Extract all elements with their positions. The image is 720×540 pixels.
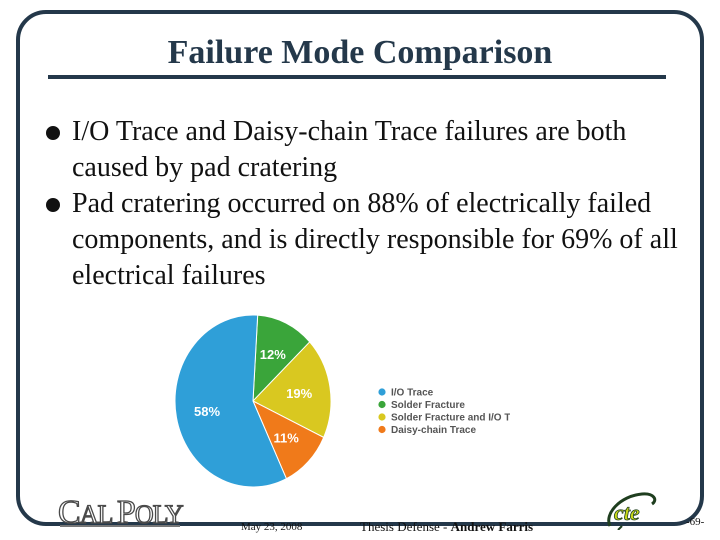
pie-data-label: 19% <box>286 386 312 401</box>
legend-marker <box>378 400 386 409</box>
footer-credit: Thesis Defense - Andrew Farris <box>360 519 534 534</box>
legend-marker <box>378 425 386 434</box>
footer-date: May 23, 2008 <box>241 521 303 533</box>
legend-marker <box>378 413 386 421</box>
title-underline <box>48 75 666 79</box>
legend-entry: Daisy-chain Trace <box>391 425 476 436</box>
pie-data-label: 11% <box>274 430 300 445</box>
cal-poly-logo: CAL POLY <box>57 493 184 531</box>
legend-entry: Solder Fracture <box>391 400 465 411</box>
logo-underline <box>60 525 180 527</box>
bullet-text: I/O Trace and Daisy-chain Trace failures… <box>72 116 627 183</box>
bullet-item: I/O Trace and Daisy-chain Trace failures… <box>46 114 686 186</box>
pie-data-label: 58% <box>194 404 220 419</box>
page-number: -69- <box>686 516 705 528</box>
bullet-dot-icon <box>46 198 60 212</box>
pie-slice-i-o-trace <box>174 314 288 488</box>
pie-slice-solder-fracture <box>252 314 311 403</box>
pie-data-label: 12% <box>260 347 286 362</box>
legend-entry: I/O Trace <box>391 388 434 399</box>
bullet-text: Pad cratering occurred on 88% of electri… <box>72 188 678 291</box>
bullet-dot-icon <box>46 126 60 140</box>
svg-text:cte: cte <box>614 500 640 525</box>
legend-entry: Solder Fracture and I/O Trace <box>391 413 510 424</box>
cte-logo-icon: cte <box>607 492 657 530</box>
legend-marker <box>378 388 386 396</box>
pie-slice-solder-fracture-and-i-o-trace <box>252 341 332 439</box>
slide-title: Failure Mode Comparison <box>167 34 553 71</box>
slide-frame <box>16 10 704 526</box>
bullet-item: Pad cratering occurred on 88% of electri… <box>46 186 686 294</box>
bullet-list: I/O Trace and Daisy-chain Trace failures… <box>46 114 686 294</box>
